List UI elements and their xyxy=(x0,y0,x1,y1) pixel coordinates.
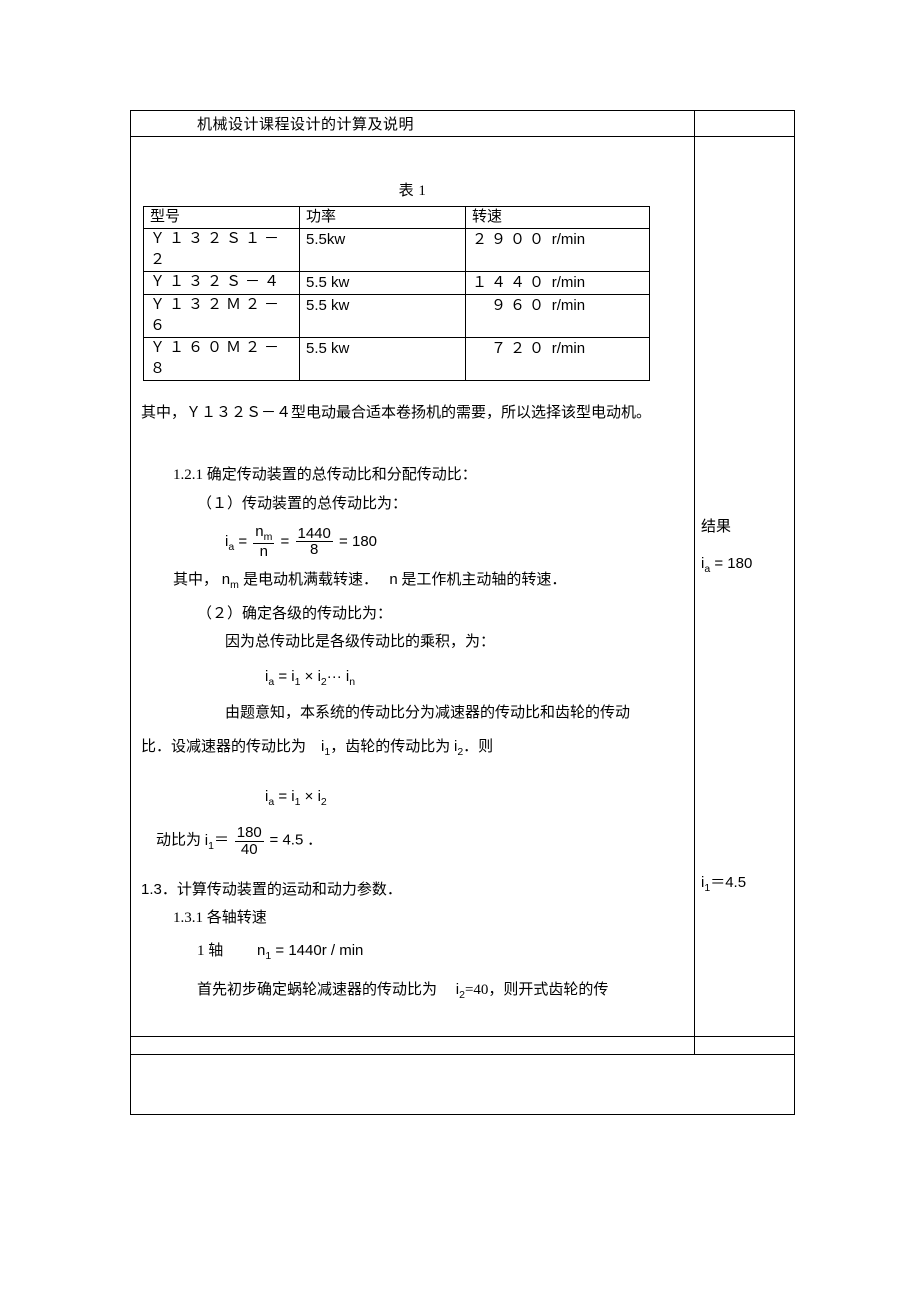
table-row: Ｙ１３２Ｓ－４ 5.5 kw １４４０ r/min xyxy=(144,271,650,294)
heading-131: 1.3.1 各轴转速 xyxy=(141,904,684,933)
blank-cell xyxy=(695,1037,795,1055)
document-frame: 机械设计课程设计的计算及说明 表 1 型号 功率 转速 Ｙ１３２Ｓ１－２ 5.5… xyxy=(130,110,795,1115)
equation-i1i2: ia = i1 × i2 xyxy=(141,783,684,813)
table-row: Ｙ１３２Ｍ２－６ 5.5 kw ９６０ r/min xyxy=(144,294,650,337)
equation-ia: ia = nmn = 14408 = 180 xyxy=(141,524,684,560)
result-i1: i1＝4.5 xyxy=(701,869,788,899)
para-121-3a: 由题意知，本系统的传动比分为减速器的传动比和齿轮的传动 xyxy=(141,699,684,728)
tbl1-h0: 型号 xyxy=(144,206,300,228)
title-result-cell xyxy=(695,111,795,137)
equation-i1-value: 动比为 i1＝ 18040 = 4.5 ． xyxy=(141,825,684,858)
para-121-1: （１）传动装置的总传动比为： xyxy=(141,490,684,519)
para-nm-note: 其中， nm 是电动机满载转速． n 是工作机主动轴的转速． xyxy=(141,566,684,596)
results-header: 结果 xyxy=(701,513,788,542)
para-choice: 其中，Ｙ１３２Ｓ－４型电动最合适本卷扬机的需要，所以选择该型电动机。 xyxy=(141,399,684,428)
table1-caption: 表 1 xyxy=(141,177,684,206)
tbl1-h1: 功率 xyxy=(300,206,466,228)
blank-cell xyxy=(131,1037,695,1055)
heading-121: 1.2.1 确定传动装置的总传动比和分配传动比： xyxy=(141,461,684,490)
equation-product: ia = i1 × i2··· in xyxy=(141,663,684,693)
para-121-3b: 比．设减速器的传动比为 i1，齿轮的传动比为 i2．则 xyxy=(141,733,684,763)
doc-title: 机械设计课程设计的计算及说明 xyxy=(137,113,414,134)
title-cell: 机械设计课程设计的计算及说明 xyxy=(131,111,695,137)
result-ia: ia = 180 xyxy=(701,550,788,580)
para-121-2b: 因为总传动比是各级传动比的乘积，为： xyxy=(141,628,684,657)
table-row: Ｙ１６０Ｍ２－８ 5.5 kw ７２０ r/min xyxy=(144,337,650,380)
motor-table: 型号 功率 转速 Ｙ１３２Ｓ１－２ 5.5kw ２９００ r/min Ｙ１３２Ｓ… xyxy=(143,206,650,381)
result-column: 结果 ia = 180 i1＝4.5 xyxy=(695,137,795,1037)
para-last: 首先初步确定蜗轮减速器的传动比为 i2=40，则开式齿轮的传 xyxy=(141,976,684,1006)
para-121-2: （２）确定各级的传动比为： xyxy=(141,600,684,629)
footer-cell xyxy=(131,1055,795,1115)
table-row: Ｙ１３２Ｓ１－２ 5.5kw ２９００ r/min xyxy=(144,228,650,271)
tbl1-h2: 转速 xyxy=(466,206,650,228)
heading-13: 1.3．计算传动装置的运动和动力参数． xyxy=(141,876,684,905)
main-content: 表 1 型号 功率 转速 Ｙ１３２Ｓ１－２ 5.5kw ２９００ r/min Ｙ… xyxy=(131,137,695,1037)
axis-1-line: 1 轴 n1 = 1440r / min xyxy=(141,937,684,967)
